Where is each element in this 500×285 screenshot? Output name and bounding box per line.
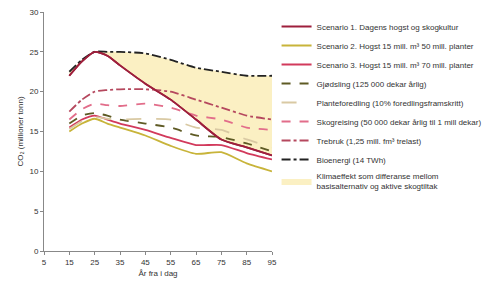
svg-text:15: 15	[29, 127, 38, 136]
svg-text:5: 5	[34, 207, 39, 216]
svg-text:20: 20	[29, 87, 38, 96]
svg-text:85: 85	[242, 258, 251, 267]
svg-text:25: 25	[29, 48, 38, 57]
svg-text:25: 25	[90, 258, 99, 267]
svg-text:År fra i dag: År fra i dag	[138, 269, 177, 278]
svg-text:45: 45	[141, 258, 150, 267]
svg-text:15: 15	[65, 258, 74, 267]
svg-text:Scenario 2. Hogst 15 mill. m³: Scenario 2. Hogst 15 mill. m³ 50 mill. p…	[317, 42, 474, 51]
svg-text:Scenario 3. Hogst 15 mill. m³: Scenario 3. Hogst 15 mill. m³ 70 mill. p…	[317, 61, 474, 70]
svg-text:Gjødsling (125 000 dekar årlig: Gjødsling (125 000 dekar årlig)	[317, 80, 427, 89]
svg-text:5: 5	[42, 258, 47, 267]
svg-text:Skogreising (50 000 dekar årli: Skogreising (50 000 dekar årlig til 1 mi…	[317, 118, 482, 127]
svg-text:30: 30	[29, 8, 38, 17]
svg-text:CO₂ (millioner tonn): CO₂ (millioner tonn)	[16, 96, 25, 167]
svg-text:0: 0	[34, 247, 39, 256]
svg-text:55: 55	[166, 258, 175, 267]
svg-text:75: 75	[217, 258, 226, 267]
svg-text:Trebruk (1,25 mill. fm³ trelas: Trebruk (1,25 mill. fm³ trelast)	[317, 137, 422, 146]
svg-text:Klimaeffekt som differanse mel: Klimaeffekt som differanse mellombasisal…	[317, 172, 439, 191]
svg-text:95: 95	[268, 258, 277, 267]
svg-text:Scenario 1. Dagens hogst og sk: Scenario 1. Dagens hogst og skogkultur	[317, 23, 459, 32]
svg-text:Bioenergi (14 TWh): Bioenergi (14 TWh)	[317, 156, 387, 165]
svg-text:35: 35	[116, 258, 125, 267]
svg-text:Planteforedling (10% foredling: Planteforedling (10% foredlingsframskrit…	[317, 99, 464, 108]
svg-text:65: 65	[192, 258, 201, 267]
svg-text:10: 10	[29, 167, 38, 176]
